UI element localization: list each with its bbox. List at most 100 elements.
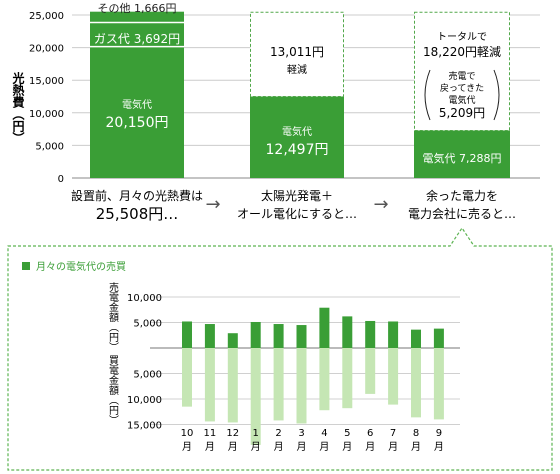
buy-bar xyxy=(182,348,192,407)
bottom-y-label-bottom: 買電金額（円） xyxy=(107,355,119,425)
legend-square-icon xyxy=(22,262,30,270)
bottom-tick-label: 5,000 xyxy=(133,319,162,330)
month-label-number: 1 xyxy=(253,428,259,439)
sell-bar xyxy=(365,320,376,348)
bar-solar-reduction-value: 13,011円 xyxy=(270,45,324,59)
bar-sell: トータルで 18,220円軽減 売電で 戻ってきた 電気代 5,209円 電気代… xyxy=(414,11,510,178)
buy-bar xyxy=(388,348,399,405)
month-label-number: 5 xyxy=(344,428,350,439)
top-tick-5000: 5,000 xyxy=(35,141,64,152)
caption-sell-line2: 電力会社に売ると… xyxy=(408,206,516,221)
bottom-chart-title: 月々の電気代の売買 xyxy=(36,260,126,273)
month-label-number: 9 xyxy=(436,428,442,439)
sell-bar xyxy=(227,333,238,348)
sell-bar xyxy=(250,321,261,348)
month-label-number: 3 xyxy=(298,428,304,439)
sell-bar xyxy=(296,325,307,348)
month-label-number: 7 xyxy=(390,428,396,439)
bar-solar-elec-value: 12,497円 xyxy=(266,142,329,158)
buy-bar xyxy=(342,348,353,409)
bar-before-gas-label: ガス代 3,692円 xyxy=(94,32,180,46)
bar-sell-sold-line4: 5,209円 xyxy=(439,106,485,120)
bar-sell-elec-label: 電気代 7,288円 xyxy=(423,151,502,165)
caption-solar-line2: オール電化にすると… xyxy=(237,207,357,221)
month-label-number: 6 xyxy=(367,428,373,439)
month-label-unit: 月 xyxy=(251,441,261,453)
buy-bar xyxy=(204,348,215,422)
top-chart: 光熱費（円） 25,000 20,000 15,000 10,000 5,000… xyxy=(11,2,540,223)
month-label-unit: 月 xyxy=(182,441,192,453)
sell-bar xyxy=(388,321,399,348)
buy-bar xyxy=(365,348,376,394)
bar-sell-electricity xyxy=(414,130,510,178)
bar-before-elec-value: 20,150円 xyxy=(106,115,169,131)
bar-solar-electricity xyxy=(250,96,344,178)
bar-solar-reduction-label: 軽減 xyxy=(287,63,307,76)
paren-right xyxy=(493,69,500,121)
top-tick-15000: 15,000 xyxy=(29,76,64,87)
buy-bar xyxy=(433,348,444,420)
bar-before-gas xyxy=(90,22,184,47)
bottom-bars xyxy=(182,307,444,445)
bar-sell-sold-line3: 電気代 xyxy=(448,94,475,106)
buy-bar xyxy=(411,348,421,418)
bar-solar-elec-label: 電気代 xyxy=(282,125,312,138)
top-y-axis-label: 光熱費（円） xyxy=(11,71,25,144)
sell-bar xyxy=(411,329,421,348)
bar-sell-total-line2: 18,220円軽減 xyxy=(423,44,501,59)
arrow-1-icon: → xyxy=(205,194,220,215)
buy-bar xyxy=(273,348,284,421)
month-label-number: 2 xyxy=(275,428,281,439)
month-label-unit: 月 xyxy=(434,441,444,453)
sell-bar xyxy=(342,316,353,348)
sell-bar xyxy=(319,307,330,348)
paren-left xyxy=(424,69,431,121)
month-label-number: 11 xyxy=(204,428,217,439)
buy-bar xyxy=(250,348,261,445)
bottom-y-label-top: 売電金額（円） xyxy=(107,281,119,352)
caption-before-line2: 25,508円… xyxy=(96,205,179,223)
bottom-tick-label: 15,000 xyxy=(127,421,162,432)
bottom-tick-label: 5,000 xyxy=(133,370,162,381)
top-tick-25000: 25,000 xyxy=(29,11,64,22)
caption-before-line1: 設置前、月々の光熱費は xyxy=(71,188,203,203)
sell-bar xyxy=(182,321,192,348)
month-label-number: 4 xyxy=(321,428,327,439)
month-label-number: 10 xyxy=(181,428,194,439)
bottom-tick-label: 10,000 xyxy=(127,395,162,406)
bar-sell-total-line1: トータルで xyxy=(437,31,487,43)
bar-before-other xyxy=(90,11,184,23)
month-label-unit: 月 xyxy=(411,441,421,453)
bar-before: 電気代 20,150円 ガス代 3,692円 その他 1,666円 xyxy=(90,2,184,178)
bar-sell-sold-line1: 売電で xyxy=(448,70,475,82)
bottom-tick-label: 10,000 xyxy=(127,293,162,304)
bar-sell-reduction xyxy=(414,11,510,131)
top-tick-10000: 10,000 xyxy=(29,109,64,120)
top-tick-0: 0 xyxy=(58,174,64,185)
bar-before-electricity xyxy=(90,46,184,178)
buy-bar xyxy=(227,348,238,423)
buy-bar xyxy=(319,348,330,411)
month-label-unit: 月 xyxy=(319,441,329,453)
bar-solar: 13,011円 軽減 電気代 12,497円 xyxy=(250,11,344,178)
bar-sell-sold-line2: 戻ってきた xyxy=(440,82,484,94)
buy-bar xyxy=(296,348,307,424)
bottom-chart: 月々の電気代の売買 売電金額（円） 買電金額（円） 10,000 5,000 5,0… xyxy=(22,260,460,453)
top-tick-20000: 20,000 xyxy=(29,44,64,55)
bottom-x-labels: 10 月 11 月 12 月 1 月 2 月 3 月 4 月 5 月 6 月 7 月 8 月 9 月 xyxy=(181,428,444,453)
month-label-unit: 月 xyxy=(342,441,352,453)
month-label-number: 8 xyxy=(413,428,419,439)
caption-sell-line1: 余った電力を xyxy=(426,188,498,203)
bar-solar-reduction xyxy=(250,11,344,98)
month-label-unit: 月 xyxy=(228,441,238,453)
month-label-unit: 月 xyxy=(297,441,307,453)
bar-before-other-label: その他 1,666円 xyxy=(98,2,177,15)
month-label-unit: 月 xyxy=(365,441,375,453)
month-label-unit: 月 xyxy=(388,441,398,453)
sell-bar xyxy=(433,328,444,348)
sell-bar xyxy=(273,324,284,348)
caption-solar-line1: 太陽光発電＋ xyxy=(261,188,333,203)
bar-before-elec-label: 電気代 xyxy=(122,98,152,111)
sell-bar xyxy=(204,324,215,348)
